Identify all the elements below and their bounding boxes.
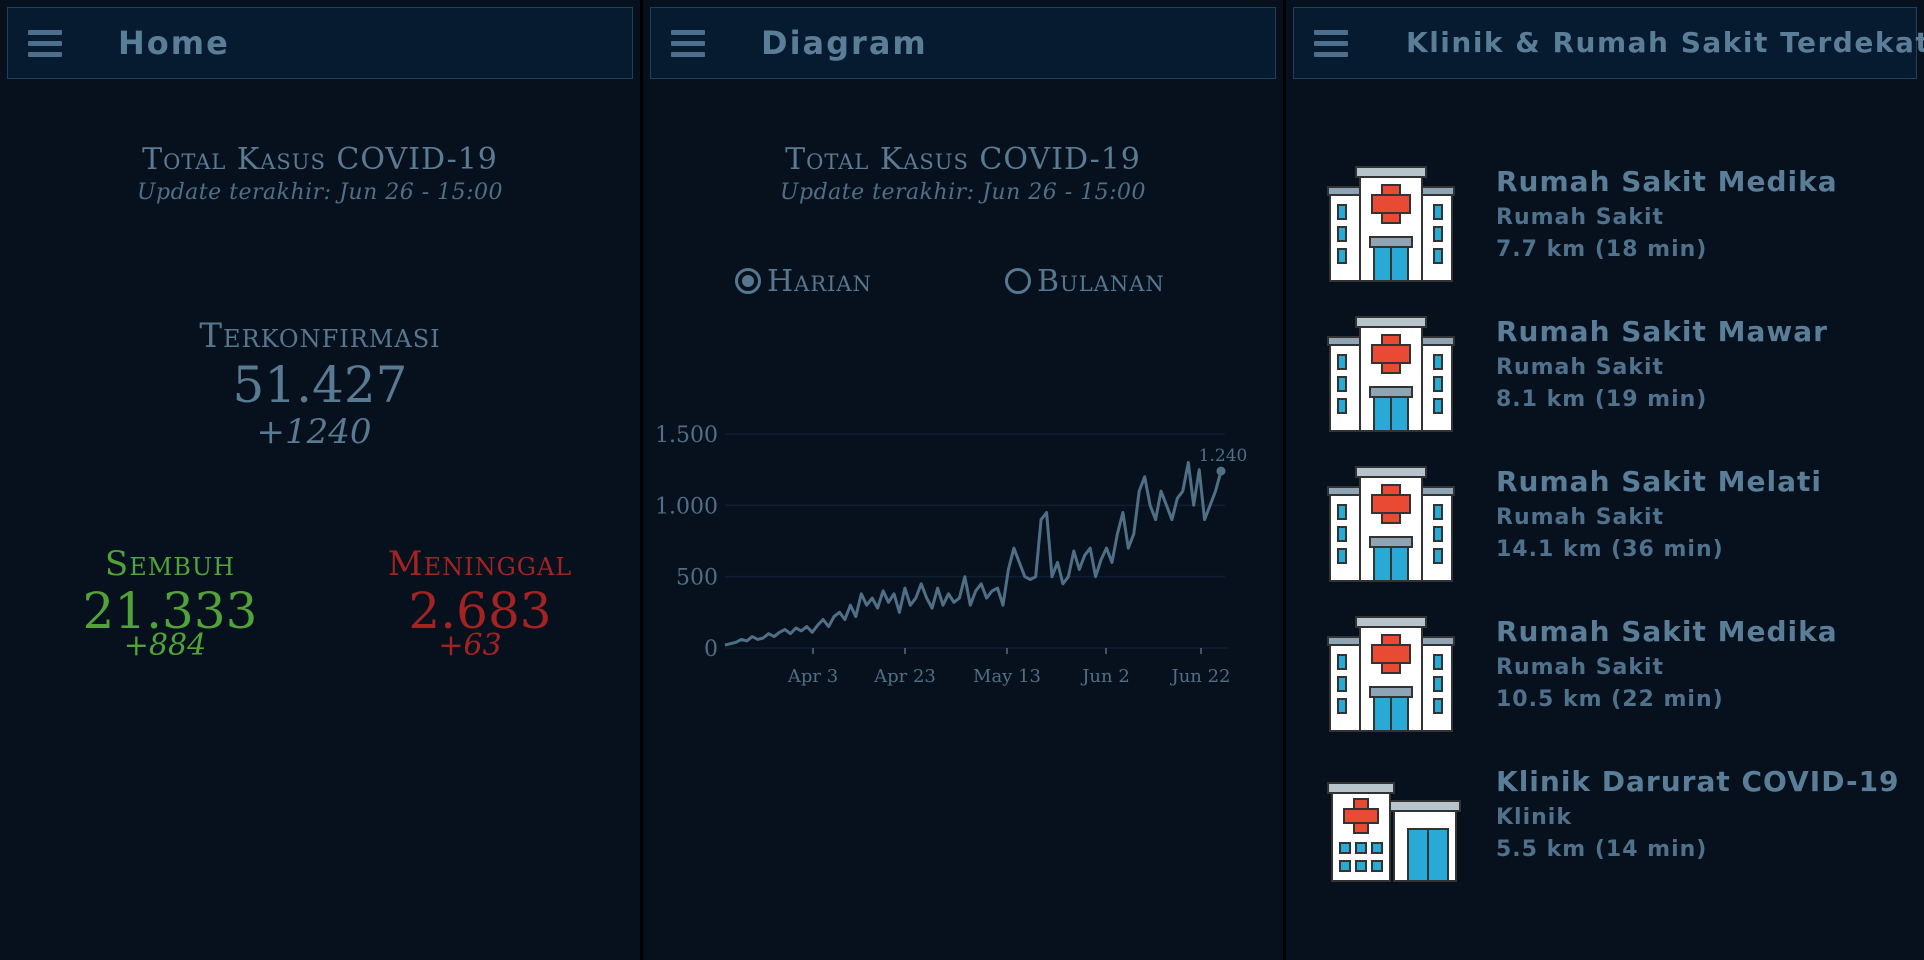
hospital-icon bbox=[1327, 316, 1455, 432]
facility-name: Klinik Darurat COVID-19 bbox=[1496, 765, 1900, 798]
facility-item[interactable]: Klinik Darurat COVID-19 Klinik 5.5 km (1… bbox=[1286, 765, 1924, 905]
facility-type: Rumah Sakit bbox=[1496, 355, 1665, 380]
diagram-screen: Diagram Total Kasus COVID-19 Update tera… bbox=[643, 0, 1283, 960]
facility-type: Klinik bbox=[1496, 805, 1572, 830]
menu-icon[interactable] bbox=[28, 30, 62, 58]
home-app-bar: Home bbox=[7, 7, 633, 79]
diagram-app-bar: Diagram bbox=[650, 7, 1276, 79]
page-title: Home bbox=[118, 24, 230, 62]
page-title: Diagram bbox=[761, 24, 928, 62]
hospitals-screen: Klinik & Rumah Sakit Terdekat bbox=[1286, 0, 1924, 960]
facility-item[interactable]: Rumah Sakit Mawar Rumah Sakit 8.1 km (19… bbox=[1286, 315, 1924, 455]
x-tick-label: Jun 22 bbox=[1169, 666, 1230, 687]
recovered-block: Sembuh 21.333 +884 bbox=[70, 544, 270, 663]
x-tick-label: Jun 2 bbox=[1080, 666, 1130, 687]
facility-item[interactable]: Rumah Sakit Medika Rumah Sakit 10.5 km (… bbox=[1286, 615, 1924, 755]
hospitals-app-bar: Klinik & Rumah Sakit Terdekat bbox=[1293, 7, 1924, 79]
facility-name: Rumah Sakit Medika bbox=[1496, 165, 1838, 198]
deaths-label: Meninggal bbox=[387, 544, 573, 584]
x-tick-label: Apr 23 bbox=[873, 666, 936, 687]
confirmed-label: Terkonfirmasi bbox=[199, 316, 441, 356]
recovered-label: Sembuh bbox=[104, 544, 236, 584]
deaths-block: Meninggal 2.683 +63 bbox=[375, 544, 585, 663]
deaths-delta: +63 bbox=[438, 628, 502, 663]
facility-distance: 8.1 km (19 min) bbox=[1496, 387, 1708, 412]
x-tick-label: Apr 3 bbox=[787, 666, 838, 687]
facility-name: Rumah Sakit Medika bbox=[1496, 615, 1838, 648]
facility-type: Rumah Sakit bbox=[1496, 655, 1665, 680]
confirmed-delta: +1240 bbox=[256, 412, 372, 452]
menu-icon[interactable] bbox=[1314, 30, 1348, 58]
last-updated-text: Update terakhir: Jun 26 - 15:00 bbox=[136, 180, 504, 205]
daily-cases-chart: 0 500 1.000 1.500 Apr 3 Apr 23 May 13 Jun 2 Jun … bbox=[655, 423, 1248, 687]
hospital-icon bbox=[1327, 616, 1455, 732]
radio-bulanan-label: Bulanan bbox=[1037, 263, 1165, 299]
hospital-icon bbox=[1327, 466, 1455, 582]
facility-type: Rumah Sakit bbox=[1496, 505, 1665, 530]
y-tick-label: 500 bbox=[676, 566, 718, 591]
clinic-icon bbox=[1327, 782, 1461, 882]
facility-distance: 7.7 km (18 min) bbox=[1496, 237, 1708, 262]
recovered-delta: +884 bbox=[123, 628, 207, 663]
last-updated-text: Update terakhir: Jun 26 - 15:00 bbox=[779, 180, 1147, 205]
y-tick-label: 1.000 bbox=[655, 494, 718, 519]
facility-distance: 10.5 km (22 min) bbox=[1496, 687, 1724, 712]
radio-unchecked-icon bbox=[1005, 268, 1031, 294]
home-screen: Home Total Kasus COVID-19 Update terakhi… bbox=[0, 0, 640, 960]
facility-distance: 5.5 km (14 min) bbox=[1496, 837, 1708, 862]
last-value-label: 1.240 bbox=[1199, 446, 1248, 466]
page-title: Klinik & Rumah Sakit Terdekat bbox=[1406, 26, 1924, 59]
recovered-value: 21.333 bbox=[82, 582, 258, 640]
facility-distance: 14.1 km (36 min) bbox=[1496, 537, 1724, 562]
facility-item[interactable]: Rumah Sakit Melati Rumah Sakit 14.1 km (… bbox=[1286, 465, 1924, 605]
total-cases-heading: Total Kasus COVID-19 bbox=[142, 142, 498, 177]
facility-name: Rumah Sakit Mawar bbox=[1496, 315, 1828, 348]
y-tick-label: 1.500 bbox=[655, 423, 718, 448]
menu-icon[interactable] bbox=[671, 30, 705, 58]
radio-harian[interactable]: Harian bbox=[735, 263, 872, 299]
x-tick-label: May 13 bbox=[973, 666, 1041, 687]
radio-checked-icon bbox=[735, 268, 761, 294]
radio-harian-label: Harian bbox=[767, 263, 872, 299]
facility-type: Rumah Sakit bbox=[1496, 205, 1665, 230]
radio-bulanan[interactable]: Bulanan bbox=[1005, 263, 1165, 299]
facility-name: Rumah Sakit Melati bbox=[1496, 465, 1822, 498]
confirmed-value: 51.427 bbox=[232, 356, 408, 414]
y-tick-label: 0 bbox=[704, 637, 718, 662]
facility-item[interactable]: Rumah Sakit Medika Rumah Sakit 7.7 km (1… bbox=[1286, 165, 1924, 305]
deaths-value: 2.683 bbox=[408, 582, 552, 640]
hospital-icon bbox=[1327, 166, 1455, 282]
last-data-point bbox=[1216, 466, 1226, 476]
total-cases-heading: Total Kasus COVID-19 bbox=[785, 142, 1141, 177]
series-line bbox=[724, 461, 1223, 647]
